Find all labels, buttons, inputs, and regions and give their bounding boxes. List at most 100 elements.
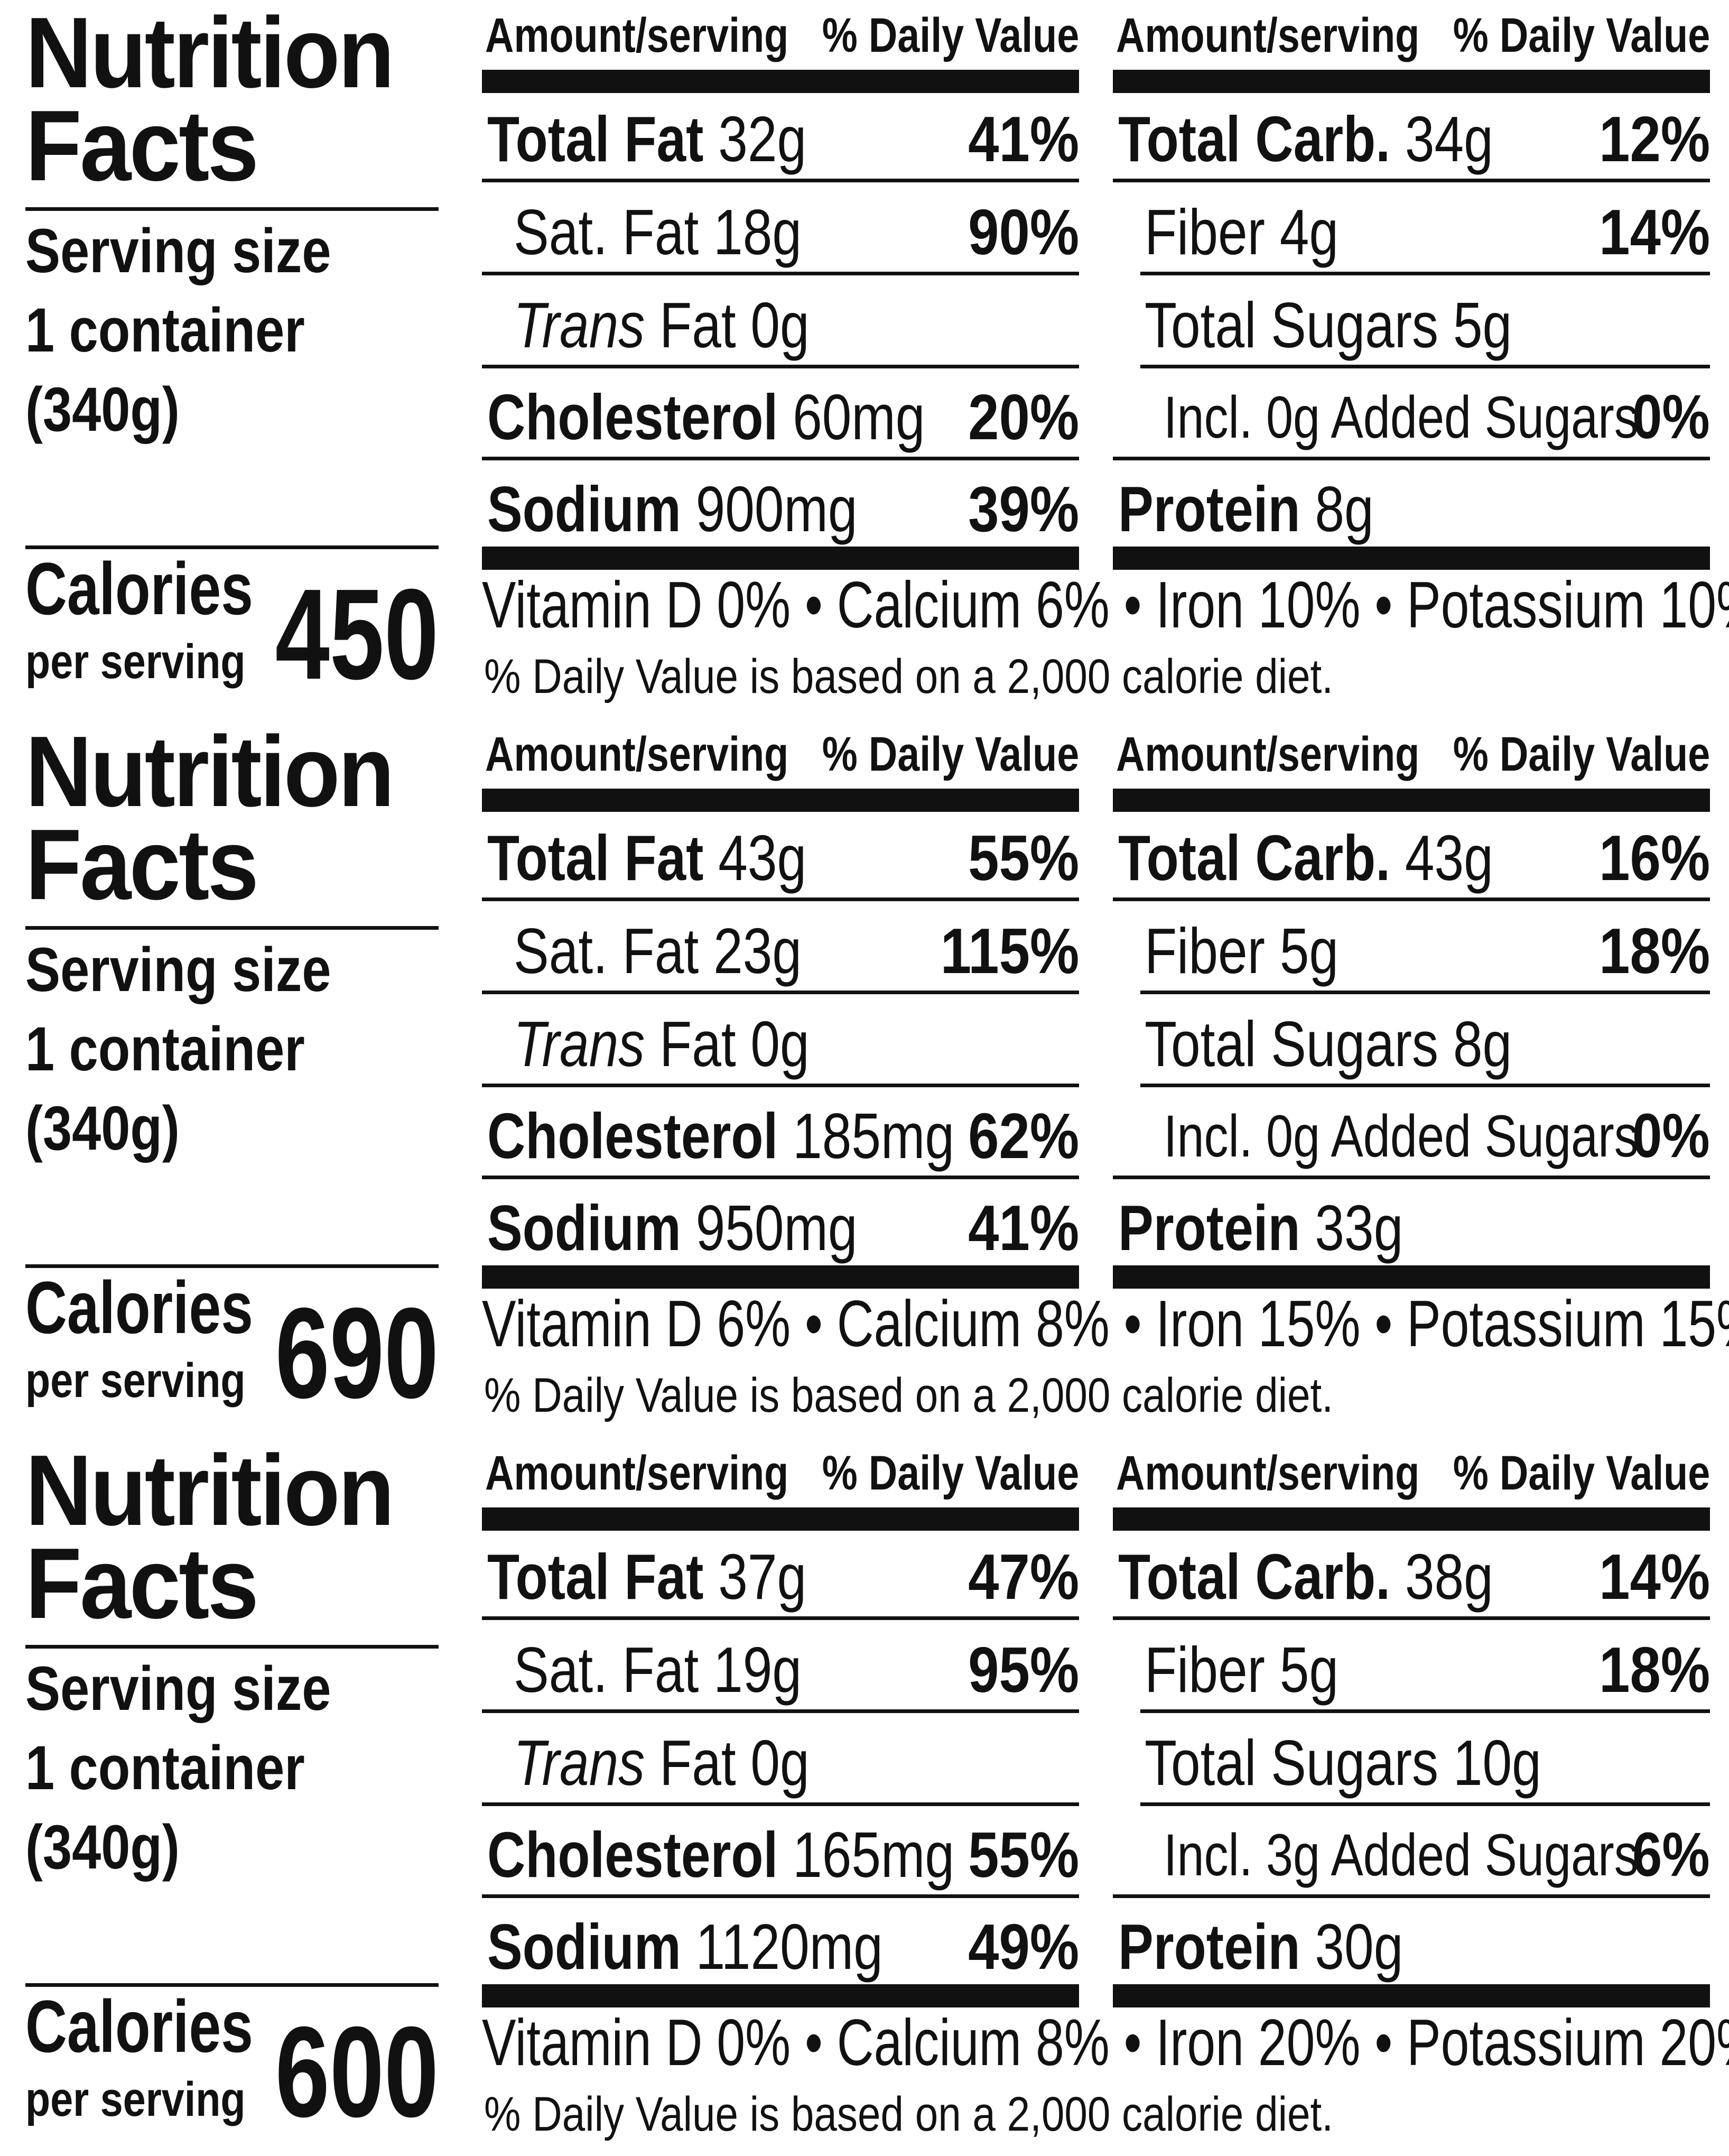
row-rule: [482, 991, 1079, 994]
panel-summary: Nutrition Facts Serving size 1 container…: [25, 1438, 439, 2155]
nutrient-row: Sodium 1120mg 49%: [482, 1901, 1079, 1993]
nutrient-row: Total Sugars 5g: [1113, 279, 1710, 372]
thick-rule: [1113, 1984, 1710, 2007]
table-header: Amount/serving % Daily Value: [1113, 725, 1710, 783]
nutrient-daily-value: 62%: [968, 1100, 1079, 1172]
nutrient-row: Protein 8g: [1113, 463, 1710, 556]
nutrition-facts-panel: Nutrition Facts Serving size 1 container…: [0, 0, 1729, 718]
nutrient-label: Total Carb. 43g: [1118, 812, 1493, 904]
nutrient-label: Total Sugars 10g: [1145, 1717, 1541, 1809]
nutrient-row: Fiber 5g 18%: [1113, 905, 1710, 997]
nutrient-daily-value: 12%: [1598, 103, 1710, 175]
row-rule: [482, 1894, 1079, 1898]
calories-value: 690: [275, 1281, 439, 1425]
nutrient-label: Trans Fat 0g: [514, 279, 810, 372]
header-amount: Amount/serving: [1116, 8, 1420, 62]
nutrient-name: Total Carb.: [1118, 1541, 1391, 1613]
nutrient-amount: 37g: [703, 1541, 807, 1613]
thick-rule: [1113, 70, 1710, 93]
nutrient-amount: 60mg: [778, 381, 925, 453]
nutrient-row: Incl. 3g Added Sugars 6%: [1113, 1809, 1710, 1901]
nutrient-row: Sodium 900mg 39%: [482, 463, 1079, 556]
thick-rule: [1113, 547, 1710, 570]
nutrient-label: Cholesterol 185mg: [487, 1090, 954, 1182]
nutrient-amount: Fat 0g: [645, 289, 810, 361]
nutrient-name: Protein: [1118, 473, 1300, 545]
row-rule: [1113, 897, 1710, 901]
thick-rule: [482, 1265, 1079, 1289]
nutrient-daily-value: 18%: [1598, 1634, 1710, 1706]
nutrient-row: Total Carb. 38g 14%: [1113, 1531, 1710, 1623]
row-rule: [482, 457, 1079, 460]
nutrient-daily-value: 55%: [968, 822, 1079, 894]
nutrient-label: Total Sugars 5g: [1145, 279, 1512, 372]
row-rule: [482, 1709, 1079, 1713]
nutrient-amount: Total Sugars 10g: [1145, 1727, 1541, 1799]
nutrient-row: Protein 33g: [1113, 1182, 1710, 1274]
nutrient-label: Incl. 0g Added Sugars: [1164, 371, 1639, 464]
nutrient-daily-value: 20%: [968, 381, 1079, 453]
serving-size: Serving size 1 container (340g): [25, 1654, 331, 1882]
calories-sub-label: per serving: [25, 2072, 246, 2126]
nutrient-label: Cholesterol 60mg: [487, 371, 925, 464]
nutrient-daily-value: 16%: [1598, 822, 1710, 894]
serving-size: Serving size 1 container (340g): [25, 216, 331, 445]
daily-value-footnote: % Daily Value is based on a 2,000 calori…: [484, 2087, 1333, 2141]
row-rule: [482, 179, 1079, 182]
vitamins-line: Vitamin D 6% • Calcium 8% • Iron 15% • P…: [482, 1288, 1729, 1361]
nutrient-amount: Sat. Fat 19g: [514, 1634, 802, 1706]
panel-title: Nutrition Facts: [25, 0, 395, 202]
nutrient-name-italic: Trans: [514, 289, 645, 361]
header-daily-value: % Daily Value: [1453, 1446, 1710, 1500]
thick-rule: [482, 1984, 1079, 2007]
header-daily-value: % Daily Value: [822, 1446, 1079, 1500]
row-rule: [482, 897, 1079, 901]
nutrient-table-left: Amount/serving % Daily Value Total Fat 4…: [482, 719, 1079, 1289]
row-rule: [1113, 179, 1710, 182]
calories-rule: [25, 1264, 439, 1268]
nutrient-row: Cholesterol 185mg 62%: [482, 1090, 1079, 1182]
table-header: Amount/serving % Daily Value: [482, 725, 1079, 783]
calories-label: Calories: [25, 547, 253, 630]
calories-label: Calories: [25, 1985, 253, 2068]
nutrient-label: Cholesterol 165mg: [487, 1809, 954, 1901]
nutrient-daily-value: 95%: [968, 1634, 1079, 1706]
nutrient-row: Total Fat 32g 41%: [482, 93, 1079, 186]
nutrient-amount: Incl. 3g Added Sugars: [1164, 1822, 1639, 1888]
row-rule: [482, 365, 1079, 368]
calories-value: 450: [275, 562, 439, 706]
nutrient-table-right: Amount/serving % Daily Value Total Carb.…: [1113, 719, 1710, 1289]
nutrient-row: Total Carb. 43g 16%: [1113, 812, 1710, 904]
nutrient-name: Total Fat: [487, 822, 704, 894]
row-rule: [1113, 457, 1710, 460]
header-amount: Amount/serving: [1116, 727, 1420, 781]
table-header: Amount/serving % Daily Value: [1113, 1444, 1710, 1502]
nutrient-amount: Fiber 4g: [1145, 196, 1339, 268]
nutrient-name: Cholesterol: [487, 1100, 778, 1172]
nutrient-label: Total Fat 32g: [487, 93, 806, 186]
nutrient-label: Protein 33g: [1118, 1182, 1403, 1274]
header-amount: Amount/serving: [485, 8, 789, 62]
thick-rule: [482, 1507, 1079, 1531]
thick-rule: [482, 70, 1079, 93]
daily-value-footnote: % Daily Value is based on a 2,000 calori…: [484, 650, 1333, 704]
nutrient-row: Cholesterol 60mg 20%: [482, 371, 1079, 464]
thick-rule: [1113, 789, 1710, 812]
calories-value: 600: [275, 2000, 439, 2144]
title-rule: [25, 207, 439, 211]
nutrient-amount: Fat 0g: [645, 1727, 810, 1799]
nutrient-name: Sodium: [487, 1192, 681, 1264]
nutrient-daily-value: 14%: [1598, 196, 1710, 268]
nutrient-amount: 34g: [1390, 103, 1493, 175]
nutrient-row: Fiber 5g 18%: [1113, 1624, 1710, 1716]
nutrient-row: Trans Fat 0g: [482, 279, 1079, 372]
nutrition-facts-panel: Nutrition Facts Serving size 1 container…: [0, 719, 1729, 1437]
header-daily-value: % Daily Value: [1453, 8, 1710, 62]
nutrient-amount: Total Sugars 8g: [1145, 1008, 1512, 1080]
nutrient-table-right: Amount/serving % Daily Value Total Carb.…: [1113, 0, 1710, 570]
thick-rule: [482, 547, 1079, 570]
thick-rule: [1113, 1507, 1710, 1531]
nutrient-row: Sat. Fat 19g 95%: [482, 1624, 1079, 1716]
nutrient-table-left: Amount/serving % Daily Value Total Fat 3…: [482, 0, 1079, 570]
nutrient-label: Fiber 5g: [1145, 1624, 1338, 1716]
